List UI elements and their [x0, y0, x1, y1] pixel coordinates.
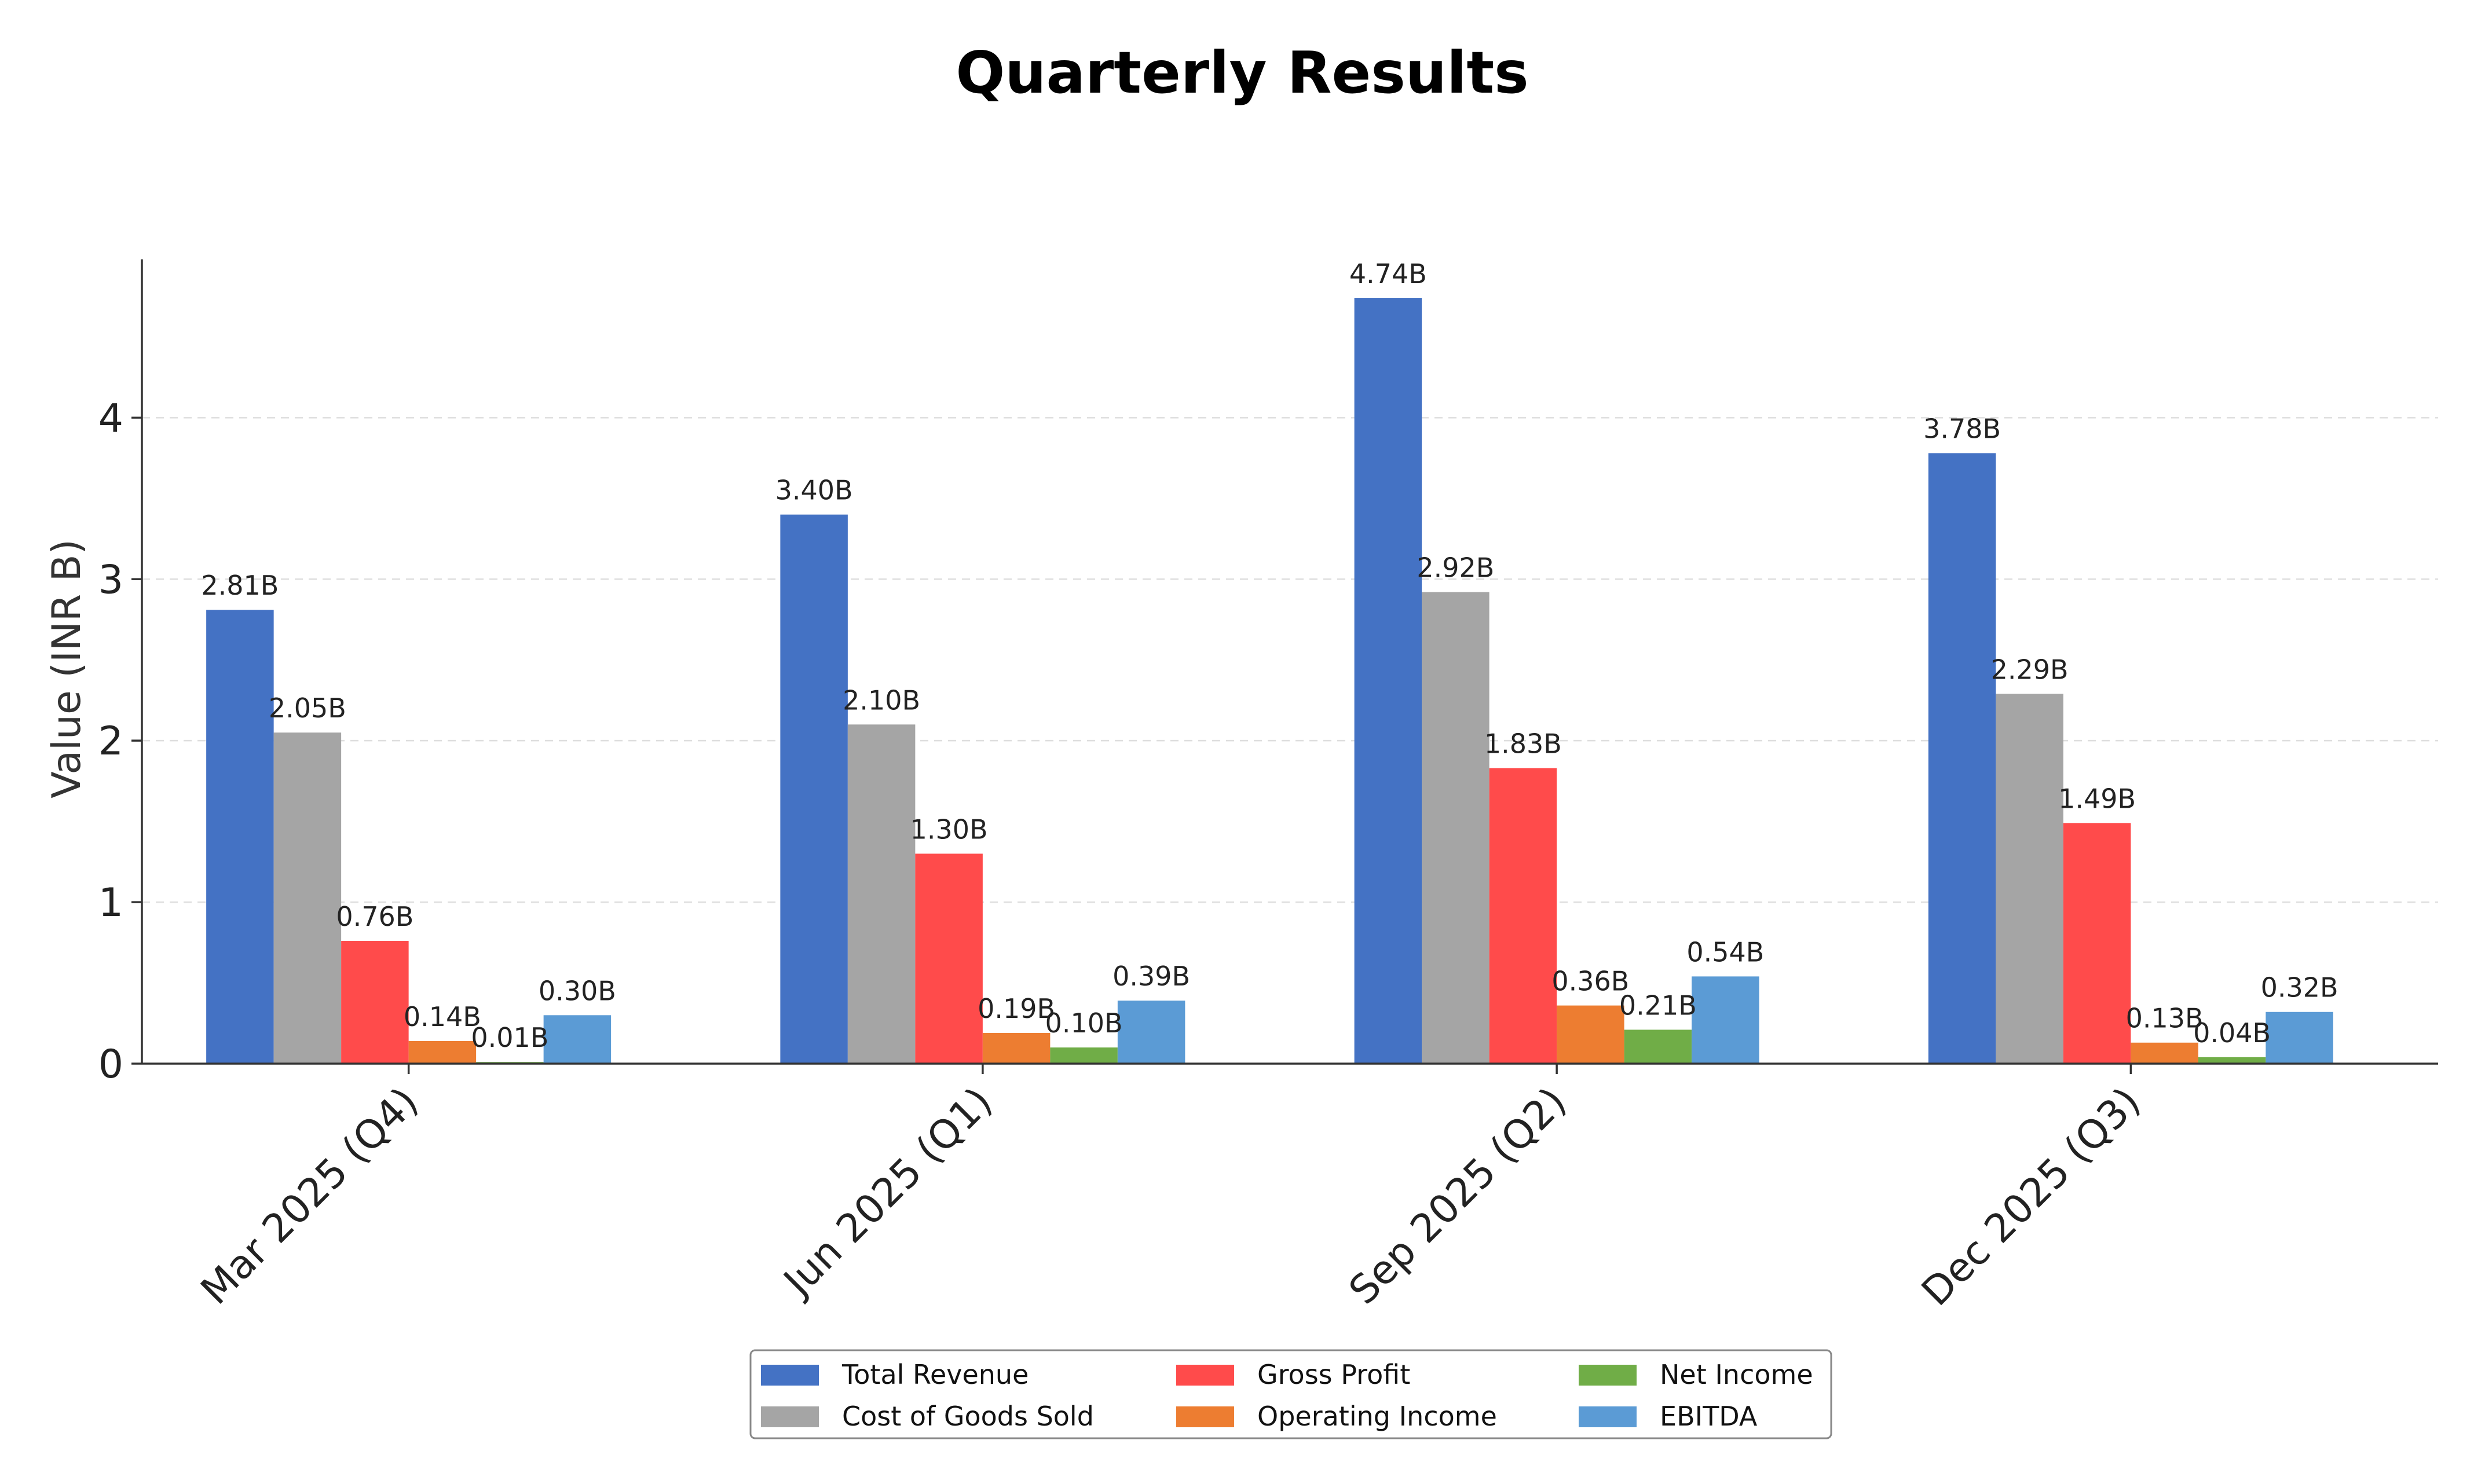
y-tick-label: 0 [98, 1042, 123, 1087]
y-tick-label: 1 [98, 880, 123, 926]
data-label: 2.92B [1417, 552, 1494, 584]
bar [780, 514, 848, 1064]
legend-label: Net Income [1660, 1359, 1813, 1390]
data-label: 3.78B [1923, 413, 2001, 445]
data-label: 0.39B [1112, 961, 1190, 992]
data-label: 0.13B [2126, 1003, 2204, 1034]
legend-swatch [761, 1365, 819, 1386]
bar [1996, 694, 2063, 1064]
y-tick-label: 4 [98, 395, 123, 441]
bar [2198, 1057, 2266, 1064]
legend: Total Revenue Cost of Goods Sold Gross Pro… [749, 1349, 1832, 1439]
bar [2131, 1042, 2198, 1064]
bar [847, 724, 916, 1064]
data-label: 0.21B [1619, 990, 1697, 1021]
legend-label: Gross Profit [1257, 1359, 1410, 1390]
legend-label: Cost of Goods Sold [842, 1401, 1094, 1432]
data-label: 3.40B [775, 475, 853, 506]
data-labels: 2.81B 3.40B 4.74B 3.78B 2.05B 2.10B 2.92B 2.29B… [201, 258, 2338, 1053]
bar [982, 1033, 1051, 1064]
bar [1050, 1047, 1118, 1064]
legend-swatch [761, 1406, 819, 1427]
data-label: 0.32B [2261, 972, 2338, 1003]
grid-lines [142, 417, 2438, 903]
y-tick-label: 3 [98, 557, 123, 603]
legend-swatch [1579, 1365, 1637, 1386]
data-label: 1.30B [910, 814, 988, 845]
data-label: 2.05B [269, 692, 346, 724]
data-label: 2.10B [843, 684, 920, 716]
data-label: 1.49B [2058, 783, 2136, 814]
data-label: 2.81B [201, 570, 279, 601]
legend-swatch [1176, 1365, 1234, 1386]
bar [543, 1015, 612, 1064]
data-label: 0.04B [2193, 1017, 2271, 1049]
legend-label: EBITDA [1660, 1401, 1758, 1432]
data-label: 0.76B [336, 901, 413, 932]
y-axis-label: Value (INR B) [44, 539, 90, 798]
x-tick-label: Sep 2025 (Q2) [1341, 1079, 1575, 1313]
data-label: 2.29B [1991, 654, 2069, 685]
data-label: 0.01B [471, 1022, 548, 1053]
data-label: 0.36B [1551, 966, 1629, 997]
legend-swatch [1579, 1406, 1637, 1427]
data-label: 0.19B [978, 993, 1055, 1024]
bar [1117, 1001, 1185, 1064]
data-label: 4.74B [1349, 258, 1427, 290]
bar [1489, 768, 1557, 1064]
legend-box [749, 1349, 1832, 1439]
data-label: 0.10B [1045, 1007, 1123, 1039]
x-tick-label: Dec 2025 (Q3) [1913, 1079, 2150, 1315]
bars [206, 298, 2333, 1064]
bar [2266, 1012, 2333, 1064]
bar [1692, 976, 1759, 1064]
bar [1422, 592, 1489, 1064]
legend-label: Total Revenue [841, 1359, 1029, 1390]
bar [206, 610, 274, 1064]
bar [1928, 453, 1996, 1064]
chart-title: Quarterly Results [956, 39, 1528, 107]
bar [915, 853, 983, 1064]
bar [408, 1040, 477, 1064]
bar [341, 941, 409, 1064]
y-tick-label: 2 [98, 719, 123, 764]
data-label: 1.83B [1484, 728, 1562, 760]
bar [1557, 1005, 1624, 1064]
bar [1354, 298, 1422, 1064]
x-tick-label: Mar 2025 (Q4) [192, 1079, 427, 1313]
bar [1624, 1029, 1692, 1064]
bar [2063, 823, 2131, 1064]
data-label: 0.54B [1686, 936, 1764, 968]
data-label: 0.30B [539, 975, 616, 1006]
bar [273, 732, 342, 1064]
data-label: 0.14B [404, 1001, 481, 1032]
x-tick-label: Jun 2025 (Q1) [774, 1079, 1001, 1306]
legend-label: Operating Income [1257, 1401, 1497, 1432]
legend-swatch [1176, 1406, 1234, 1427]
